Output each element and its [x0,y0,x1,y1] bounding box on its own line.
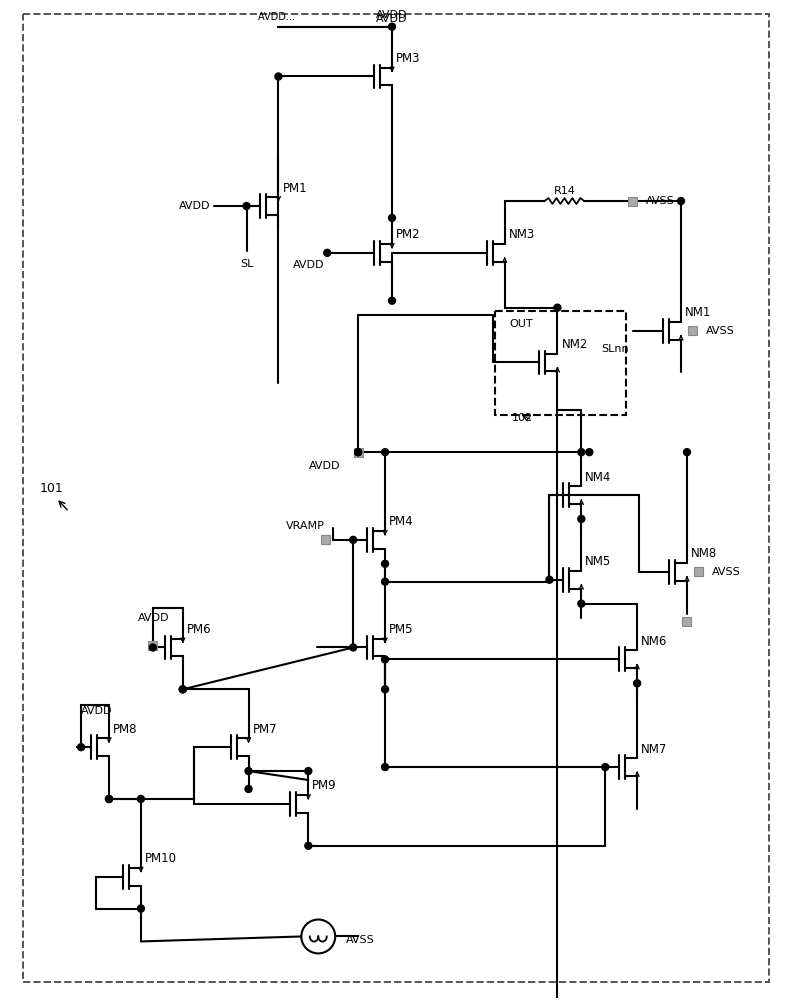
Circle shape [305,768,312,775]
Circle shape [150,644,156,651]
Circle shape [546,576,553,583]
Circle shape [355,449,362,456]
Text: PM4: PM4 [389,515,413,528]
Circle shape [275,73,282,80]
Text: NM7: NM7 [642,743,668,756]
Circle shape [382,656,389,663]
Circle shape [677,198,684,205]
Text: NM6: NM6 [642,635,668,648]
Text: 101: 101 [40,482,63,495]
Circle shape [243,203,250,210]
Circle shape [301,920,335,953]
Circle shape [554,304,561,311]
Circle shape [382,578,389,585]
Circle shape [179,686,186,693]
Text: NM1: NM1 [685,306,711,319]
Text: PM3: PM3 [396,52,421,65]
Bar [321,535,329,544]
Circle shape [634,680,641,687]
Text: PM8: PM8 [113,723,138,736]
Circle shape [382,449,389,456]
Text: AVDD: AVDD [376,14,408,24]
Circle shape [78,744,85,751]
Text: 102: 102 [512,413,533,423]
Text: AVDD...: AVDD... [258,12,299,22]
Text: AVDD: AVDD [309,461,341,471]
Bar [695,567,703,576]
Text: PM10: PM10 [145,852,177,865]
Text: PM5: PM5 [389,623,413,636]
Circle shape [578,449,584,456]
Text: PM1: PM1 [283,182,307,195]
Circle shape [382,686,389,693]
Circle shape [382,560,389,567]
Text: AVDD: AVDD [138,613,169,623]
Circle shape [324,249,331,256]
Text: NM3: NM3 [508,228,535,241]
Text: AVDD: AVDD [81,706,112,716]
Circle shape [305,842,312,849]
Text: NM4: NM4 [585,471,611,484]
Text: AVSS: AVSS [706,326,735,336]
Bar [495,311,626,415]
Circle shape [245,768,252,775]
Bar [628,197,637,206]
Circle shape [137,905,144,912]
Text: OUT: OUT [509,319,533,329]
Bar [354,448,363,457]
Text: PM6: PM6 [187,623,211,636]
Circle shape [179,686,186,693]
Text: AVDD: AVDD [376,10,408,20]
Text: NM2: NM2 [562,338,588,351]
Circle shape [578,515,584,522]
Text: PM7: PM7 [253,723,277,736]
Text: AVDD: AVDD [179,201,211,211]
Text: R14: R14 [554,186,575,196]
Circle shape [578,600,584,607]
Circle shape [389,297,395,304]
Circle shape [137,795,144,802]
Text: SLnn: SLnn [602,344,629,354]
Bar [148,641,158,650]
Bar [688,326,698,335]
Text: AVSS: AVSS [346,935,375,945]
Text: NM8: NM8 [691,547,718,560]
Text: AVDD: AVDD [293,260,324,270]
Circle shape [683,449,691,456]
Circle shape [382,764,389,771]
Text: VRAMP: VRAMP [287,521,326,531]
Circle shape [389,23,395,30]
Text: AVSS: AVSS [646,196,675,206]
Circle shape [245,785,252,792]
Circle shape [586,449,592,456]
Circle shape [105,795,112,802]
Text: PM9: PM9 [312,779,337,792]
Circle shape [349,644,356,651]
Circle shape [349,536,356,543]
Circle shape [602,764,609,771]
Bar [683,617,691,626]
Text: SL: SL [240,259,253,269]
Text: NM5: NM5 [585,555,611,568]
Text: PM2: PM2 [396,228,421,241]
Circle shape [389,215,395,221]
Circle shape [355,449,362,456]
Text: AVSS: AVSS [712,567,741,577]
Circle shape [105,795,112,802]
